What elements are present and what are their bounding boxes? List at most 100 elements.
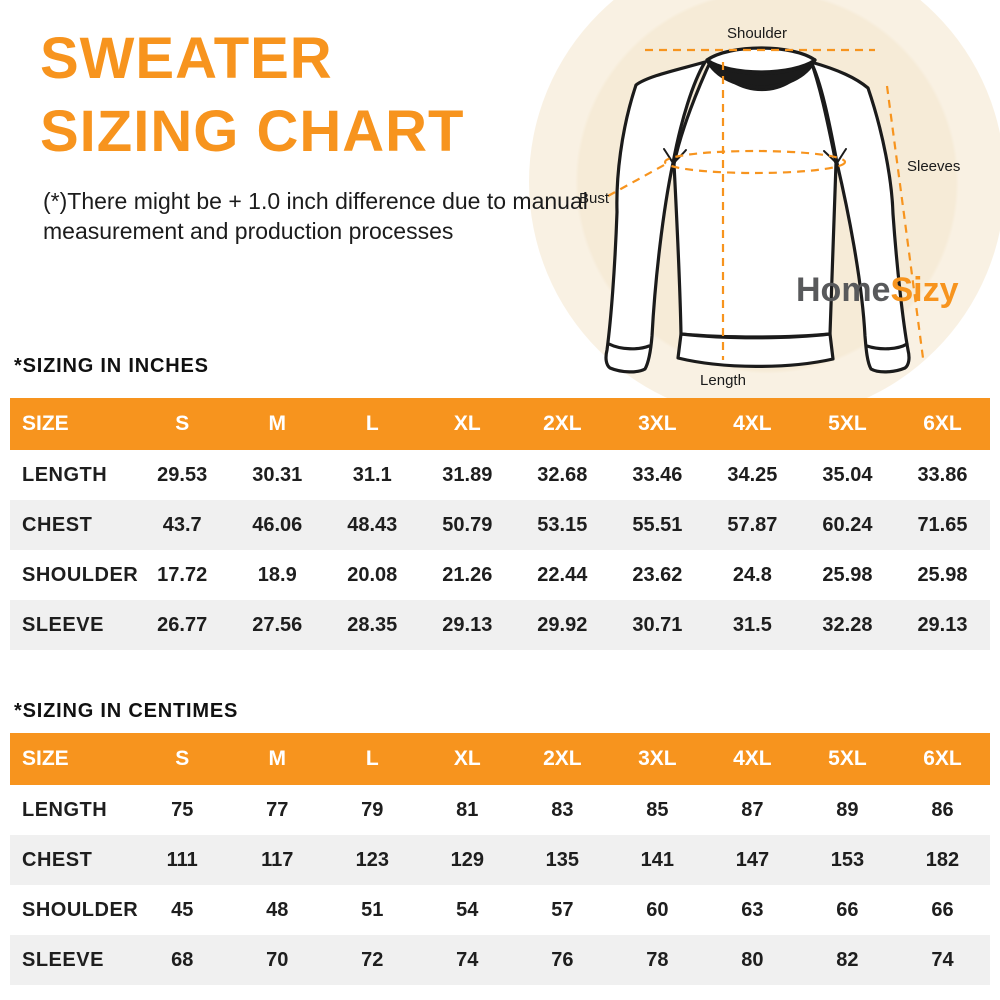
- row-label: LENGTH: [22, 798, 108, 821]
- cell-value: 79: [361, 798, 384, 821]
- cell-value: 111: [166, 848, 198, 871]
- page-title: SWEATER SIZING CHART: [40, 22, 464, 168]
- cell-value: 77: [266, 798, 289, 821]
- cell-value: 86: [931, 798, 954, 821]
- cell-value: 22.44: [537, 563, 588, 586]
- row-label: SLEEVE: [22, 613, 104, 636]
- cell-value: 21.26: [442, 563, 493, 586]
- shoulder-measure-label: Shoulder: [726, 25, 788, 42]
- column-header-s: S: [134, 398, 230, 450]
- cell-value: 78: [646, 948, 669, 971]
- cell-value: 135: [545, 848, 580, 871]
- cell-value: 123: [355, 848, 389, 871]
- inches-table-heading: *SIZING IN INCHES: [14, 355, 209, 377]
- cell-value: 74: [456, 948, 479, 971]
- sleeves-guide-line: [885, 85, 925, 359]
- row-label: SHOULDER: [22, 563, 139, 586]
- cell-value: 85: [646, 798, 669, 821]
- cell-value: 29.13: [917, 613, 968, 636]
- cell-value: 82: [836, 948, 859, 971]
- sizing-table-centimes: SIZE S M L XL 2XL 3XL 4XL 5XL 6XL LENGTH 75 77 79 81 8…: [10, 733, 990, 985]
- cell-value: 55.51: [632, 513, 683, 536]
- column-header-6xl: 6XL: [894, 398, 990, 450]
- cell-value: 25.98: [917, 563, 968, 586]
- cell-value: 60: [646, 898, 669, 921]
- cell-value: 129: [450, 848, 484, 871]
- column-header-xl: XL: [419, 733, 515, 785]
- page-title-line1: SWEATER: [40, 26, 333, 91]
- cell-value: 75: [171, 798, 194, 821]
- cell-value: 147: [735, 848, 770, 871]
- cell-value: 141: [640, 848, 675, 871]
- cell-value: 68: [171, 948, 194, 971]
- cell-value: 26.77: [157, 613, 208, 636]
- row-label: CHEST: [22, 513, 93, 536]
- cell-value: 30.71: [632, 613, 683, 636]
- centimes-header-row: SIZE S M L XL 2XL 3XL 4XL 5XL 6XL: [10, 733, 990, 785]
- brand-logo-sizy: Sizy: [890, 271, 959, 309]
- column-header-l: L: [324, 733, 420, 785]
- bust-pointer-line: [607, 163, 667, 197]
- sleeves-measure-label: Sleeves: [907, 158, 961, 175]
- cell-value: 66: [836, 898, 859, 921]
- table-row: LENGTH 75 77 79 81 83 85 87 89 86: [10, 785, 990, 835]
- sweater-hem: [676, 332, 835, 368]
- cell-value: 46.06: [252, 513, 303, 536]
- cell-value: 25.98: [822, 563, 873, 586]
- inches-header-row: SIZE S M L XL 2XL 3XL 4XL 5XL 6XL: [10, 398, 990, 450]
- column-header-size: SIZE: [10, 398, 135, 450]
- column-header-size: SIZE: [10, 733, 135, 785]
- cell-value: 71.65: [917, 513, 968, 536]
- cell-value: 34.25: [727, 463, 778, 486]
- table-row: LENGTH 29.53 30.31 31.1 31.89 32.68 33.46 34.25…: [10, 450, 990, 500]
- column-header-4xl: 4XL: [704, 398, 800, 450]
- cell-value: 17.72: [157, 563, 208, 586]
- cell-value: 35.04: [822, 463, 873, 486]
- column-header-4xl: 4XL: [704, 733, 800, 785]
- cell-value: 66: [931, 898, 954, 921]
- sweater-right-sleeve: [809, 60, 911, 374]
- cell-value: 31.89: [442, 463, 493, 486]
- cell-value: 23.62: [632, 563, 683, 586]
- cell-value: 63: [741, 898, 764, 921]
- cell-value: 18.9: [257, 563, 297, 586]
- cell-value: 45: [171, 898, 194, 921]
- column-header-3xl: 3XL: [609, 733, 705, 785]
- cell-value: 80: [741, 948, 764, 971]
- cell-value: 24.8: [732, 563, 772, 586]
- sweater-diagram: Shoulder Bust Sleeves Length HomeSizy: [529, 0, 1000, 420]
- row-label: LENGTH: [22, 463, 108, 486]
- cell-value: 87: [741, 798, 764, 821]
- table-row: CHEST 43.7 46.06 48.43 50.79 53.15 55.51 57.87 6…: [10, 500, 990, 550]
- cell-value: 27.56: [252, 613, 303, 636]
- page-title-line2: SIZING CHART: [40, 99, 465, 165]
- cell-value: 33.86: [917, 463, 968, 486]
- table-row: SLEEVE 68 70 72 74 76 78 80 82 74: [10, 935, 990, 985]
- cell-value: 53.15: [537, 513, 588, 536]
- cell-value: 32.68: [537, 463, 588, 486]
- cell-value: 29.13: [442, 613, 493, 636]
- centimes-table-body: LENGTH 75 77 79 81 83 85 87 89 86 CHEST 111 117 123 12…: [10, 785, 990, 985]
- cell-value: 182: [925, 848, 960, 871]
- row-label: CHEST: [22, 848, 93, 871]
- column-header-6xl: 6XL: [894, 733, 990, 785]
- disclaimer-text: (*)There might be + 1.0 inch difference …: [43, 188, 588, 245]
- cell-value: 57: [551, 898, 574, 921]
- table-row: SHOULDER 17.72 18.9 20.08 21.26 22.44 23.62 24.…: [10, 550, 990, 600]
- cell-value: 54: [456, 898, 479, 921]
- cell-value: 31.5: [732, 613, 772, 636]
- cell-value: 31.1: [352, 463, 392, 486]
- column-header-5xl: 5XL: [799, 733, 895, 785]
- cell-value: 76: [551, 948, 574, 971]
- bust-guide-ellipse: [663, 149, 847, 175]
- column-header-2xl: 2XL: [514, 398, 610, 450]
- bust-measure-label: Bust: [579, 190, 610, 207]
- cell-value: 20.08: [347, 563, 398, 586]
- sweater-collar: [705, 58, 817, 89]
- centimes-table-heading: *SIZING IN CENTIMES: [14, 700, 239, 722]
- inches-table-body: LENGTH 29.53 30.31 31.1 31.89 32.68 33.46 34.25…: [10, 450, 990, 650]
- column-header-l: L: [324, 398, 420, 450]
- row-label: SLEEVE: [22, 948, 104, 971]
- column-header-m: M: [229, 733, 325, 785]
